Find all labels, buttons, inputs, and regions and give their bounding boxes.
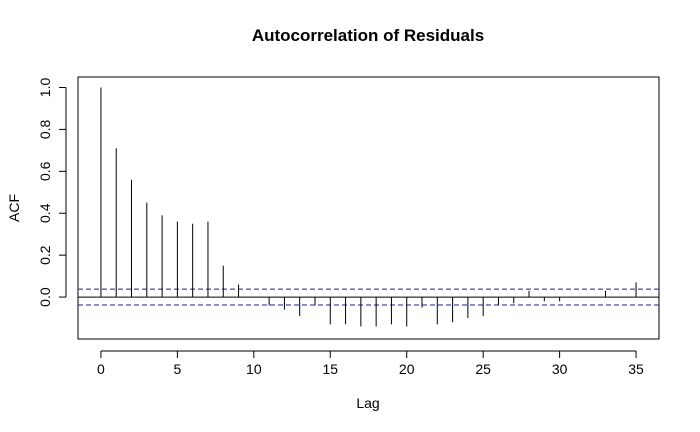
x-tick-label: 30 bbox=[552, 361, 568, 377]
y-tick-label: 0.8 bbox=[37, 119, 53, 139]
x-tick-label: 15 bbox=[322, 361, 338, 377]
x-axis-label: Lag bbox=[356, 395, 379, 411]
y-axis: 0.0 0.2 0.4 0.6 0.8 1.0 bbox=[37, 78, 67, 307]
chart-title: Autocorrelation of Residuals bbox=[252, 26, 484, 45]
y-tick-label: 1.0 bbox=[37, 78, 53, 98]
y-axis-label: ACF bbox=[6, 194, 22, 222]
x-tick-label: 5 bbox=[173, 361, 181, 377]
y-tick-label: 0.2 bbox=[37, 245, 53, 265]
y-tick-label: 0.4 bbox=[37, 203, 53, 223]
plot-area bbox=[78, 87, 659, 327]
x-tick-label: 20 bbox=[399, 361, 415, 377]
plot-frame bbox=[77, 76, 660, 340]
x-tick-label: 25 bbox=[475, 361, 491, 377]
y-tick-label: 0.0 bbox=[37, 287, 53, 307]
x-tick-label: 35 bbox=[628, 361, 644, 377]
x-tick-label: 10 bbox=[246, 361, 262, 377]
x-axis: 0 5 10 15 20 25 30 35 bbox=[97, 350, 644, 377]
y-tick-label: 0.6 bbox=[37, 161, 53, 181]
x-tick-label: 0 bbox=[97, 361, 105, 377]
